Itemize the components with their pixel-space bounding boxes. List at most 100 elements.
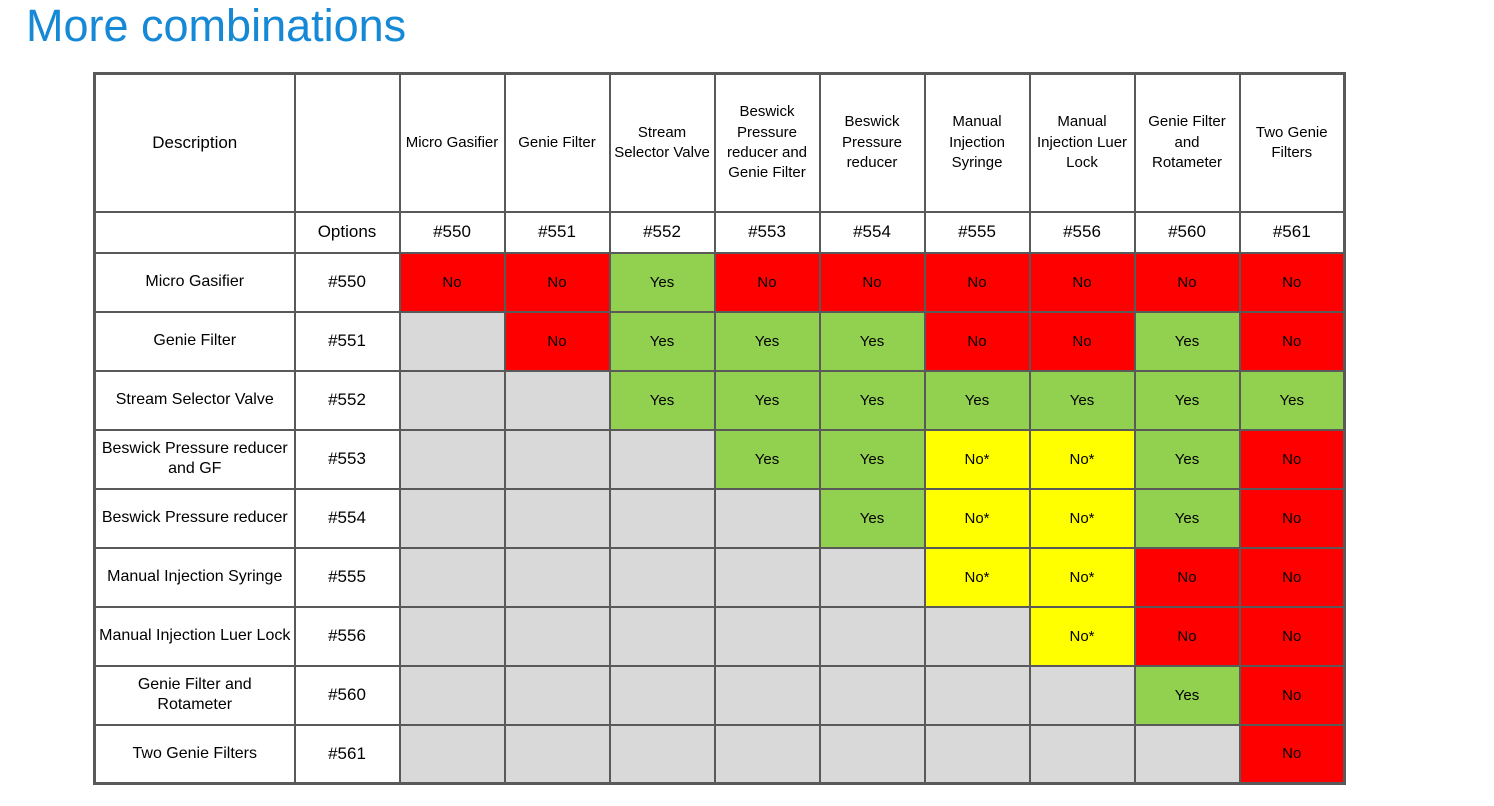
matrix-cell: Yes (1133, 664, 1241, 726)
matrix-cell: No (1238, 546, 1346, 608)
options-row: Options #550 #551 #552 #553 #554 #555 #556 #560… (93, 210, 1346, 254)
column-option-number-5: #555 (923, 210, 1031, 254)
matrix-cell: No (503, 251, 611, 313)
matrix-cell-empty (608, 428, 716, 490)
row-option-number: #551 (293, 310, 401, 372)
matrix-cell-empty (923, 723, 1031, 785)
matrix-cell-empty (608, 487, 716, 549)
matrix-cell-empty (608, 605, 716, 667)
row-option-number: #550 (293, 251, 401, 313)
matrix-cell: Yes (713, 369, 821, 431)
matrix-cell: No (1238, 605, 1346, 667)
combinations-table: Description Micro Gasifier Genie Filter St… (93, 72, 1346, 785)
matrix-cell: No (1238, 664, 1346, 726)
matrix-row-553: Beswick Pressure reducer and GF #553 Yes Ye… (93, 428, 1346, 490)
row-label: Two Genie Filters (93, 723, 296, 785)
matrix-cell: Yes (608, 251, 716, 313)
row-option-number: #552 (293, 369, 401, 431)
column-header-550: Micro Gasifier (398, 72, 506, 213)
matrix-cell-empty (503, 546, 611, 608)
matrix-cell-empty (398, 546, 506, 608)
matrix-cell: No (923, 310, 1031, 372)
matrix-cell-empty (818, 723, 926, 785)
matrix-cell: No (1133, 605, 1241, 667)
row-label: Beswick Pressure reducer and GF (93, 428, 296, 490)
matrix-cell: Yes (1133, 369, 1241, 431)
matrix-cell: No (1238, 487, 1346, 549)
matrix-cell-empty (503, 487, 611, 549)
matrix-cell-empty (713, 605, 821, 667)
row-label: Manual Injection Syringe (93, 546, 296, 608)
matrix-cell: No* (1028, 546, 1136, 608)
matrix-cell: No (1238, 310, 1346, 372)
matrix-row-561: Two Genie Filters #561 No (93, 723, 1346, 785)
column-option-number-3: #553 (713, 210, 821, 254)
matrix-cell: Yes (608, 369, 716, 431)
matrix-cell: No (818, 251, 926, 313)
matrix-cell: No (1133, 251, 1241, 313)
header-row: Description Micro Gasifier Genie Filter St… (93, 72, 1346, 213)
matrix-cell-empty (608, 664, 716, 726)
matrix-cell: Yes (818, 487, 926, 549)
column-option-number-4: #554 (818, 210, 926, 254)
column-option-number-7: #560 (1133, 210, 1241, 254)
row-label: Micro Gasifier (93, 251, 296, 313)
matrix-cell: No* (1028, 487, 1136, 549)
matrix-cell: No* (1028, 428, 1136, 490)
row-option-number: #553 (293, 428, 401, 490)
matrix-cell-empty (713, 723, 821, 785)
column-header-554: Beswick Pressure reducer (818, 72, 926, 213)
matrix-cell-empty (398, 428, 506, 490)
blank-header-cell (293, 72, 401, 213)
matrix-cell: No* (923, 428, 1031, 490)
matrix-cell: Yes (818, 369, 926, 431)
matrix-row-552: Stream Selector Valve #552 Yes Yes Yes Yes Yes… (93, 369, 1346, 431)
page-title: More combinations (26, 0, 407, 51)
matrix-cell: Yes (1238, 369, 1346, 431)
row-label: Manual Injection Luer Lock (93, 605, 296, 667)
matrix-cell-empty (398, 310, 506, 372)
matrix-row-556: Manual Injection Luer Lock #556 No* No No (93, 605, 1346, 667)
matrix-cell-empty (503, 723, 611, 785)
matrix-cell: Yes (923, 369, 1031, 431)
matrix-cell: Yes (1028, 369, 1136, 431)
matrix-cell: Yes (818, 428, 926, 490)
matrix-cell-empty (398, 723, 506, 785)
matrix-cell-empty (398, 487, 506, 549)
matrix-cell-empty (503, 369, 611, 431)
matrix-row-560: Genie Filter and Rotameter #560 Yes No (93, 664, 1346, 726)
row-option-number: #556 (293, 605, 401, 667)
row-label: Genie Filter (93, 310, 296, 372)
matrix-cell: Yes (1133, 428, 1241, 490)
column-header-556: Manual Injection Luer Lock (1028, 72, 1136, 213)
blank-options-cell (93, 210, 296, 254)
matrix-cell: No (398, 251, 506, 313)
row-label: Genie Filter and Rotameter (93, 664, 296, 726)
matrix-cell-empty (398, 605, 506, 667)
matrix-cell: No (923, 251, 1031, 313)
row-option-number: #554 (293, 487, 401, 549)
column-option-number-2: #552 (608, 210, 716, 254)
matrix-cell-empty (923, 664, 1031, 726)
column-option-number-1: #551 (503, 210, 611, 254)
matrix-cell-empty (1028, 664, 1136, 726)
matrix-cell-empty (1028, 723, 1136, 785)
matrix-cell: Yes (713, 310, 821, 372)
matrix-body: Micro Gasifier #550 No No Yes No No No No No No Gen… (93, 251, 1346, 785)
matrix-cell-empty (608, 723, 716, 785)
matrix-cell-empty (503, 605, 611, 667)
matrix-cell-empty (818, 605, 926, 667)
matrix-cell-empty (398, 369, 506, 431)
matrix-cell-empty (398, 664, 506, 726)
matrix-cell-empty (608, 546, 716, 608)
matrix-cell: Yes (1133, 487, 1241, 549)
matrix-cell-empty (818, 546, 926, 608)
matrix-cell-empty (923, 605, 1031, 667)
matrix-cell-empty (713, 487, 821, 549)
matrix-row-554: Beswick Pressure reducer #554 Yes No* No* Yes… (93, 487, 1346, 549)
matrix-cell: No (1028, 251, 1136, 313)
column-header-551: Genie Filter (503, 72, 611, 213)
matrix-cell: No (1133, 546, 1241, 608)
column-header-552: Stream Selector Valve (608, 72, 716, 213)
matrix-cell: Yes (608, 310, 716, 372)
